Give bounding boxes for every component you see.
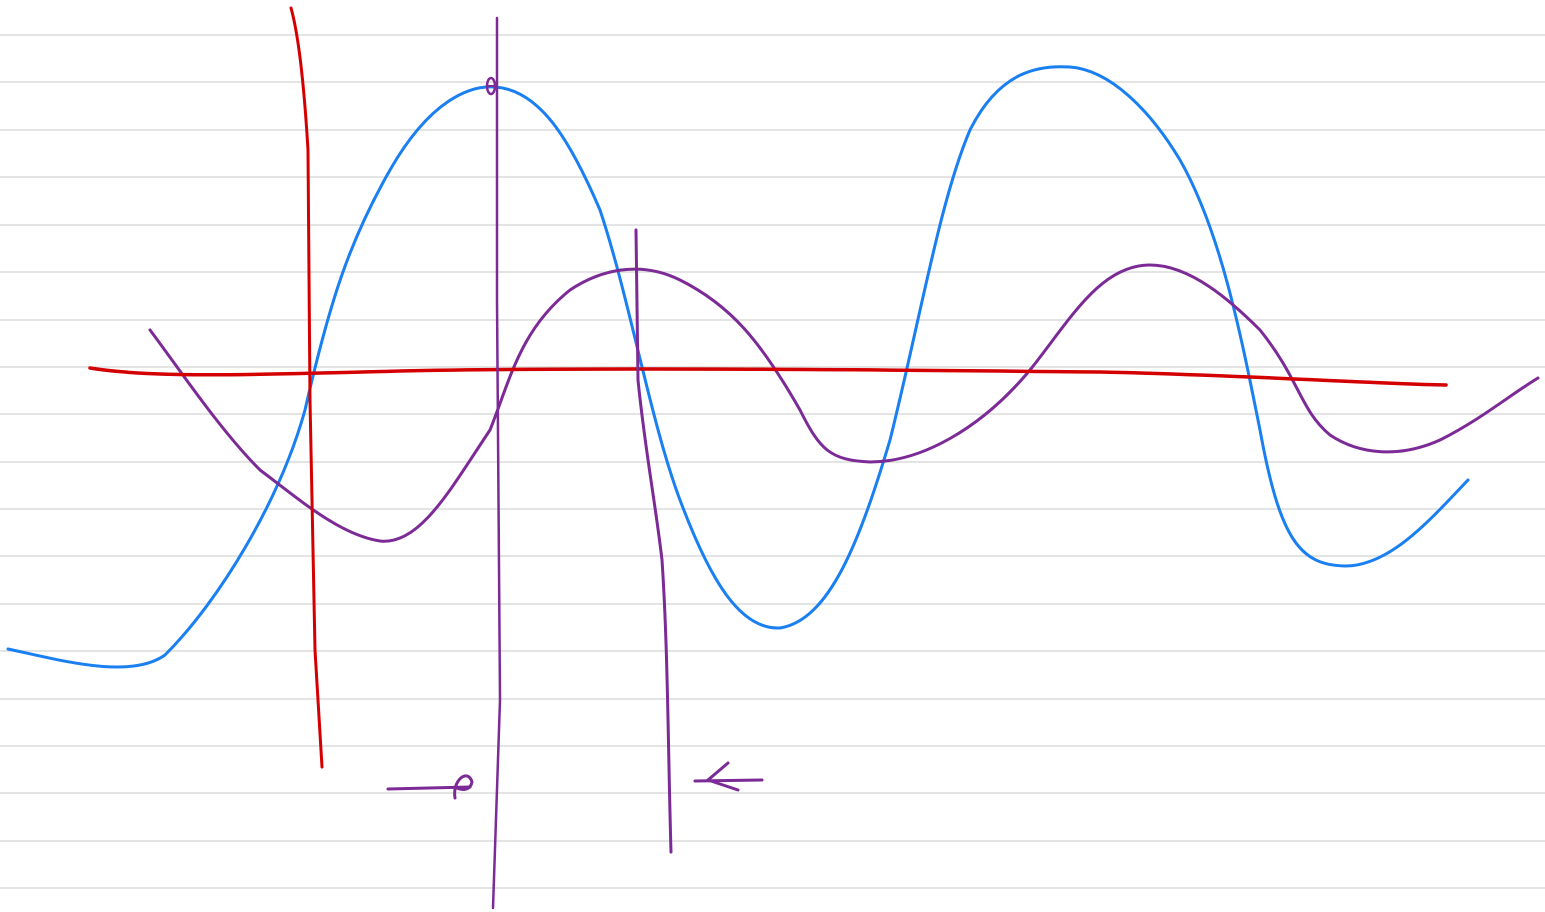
- page: [0, 0, 1545, 912]
- red-axis-vertical: [291, 8, 322, 767]
- note-canvas: [0, 0, 1545, 912]
- right-arrow: [388, 776, 472, 798]
- arrow-stroke: [695, 780, 762, 781]
- ruled-lines: [0, 35, 1545, 888]
- purple-vertical-line: [493, 18, 500, 908]
- arrow-stroke: [708, 763, 738, 790]
- purple-wave: [150, 265, 1538, 541]
- theta-mark: [487, 78, 495, 94]
- left-arrow: [695, 763, 762, 790]
- purple-vertical-line: [636, 230, 671, 852]
- red-axis-horizontal: [90, 368, 1446, 385]
